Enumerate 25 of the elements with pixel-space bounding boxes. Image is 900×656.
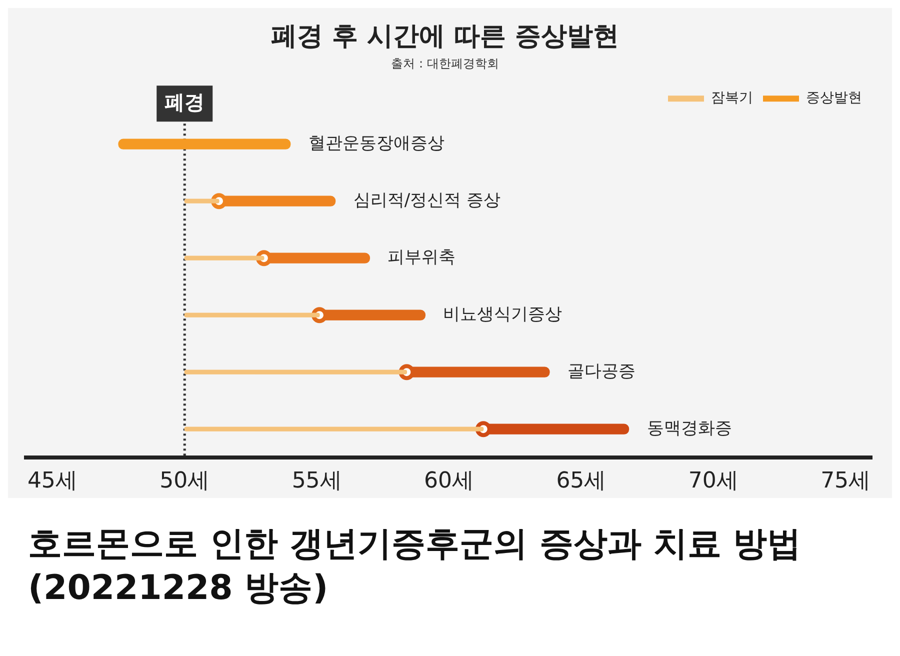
legend-label: 잠복기 xyxy=(711,90,753,106)
y-tick-label: 골다공증 xyxy=(567,362,636,382)
x-tick-label: 60세 xyxy=(424,468,474,494)
bar xyxy=(118,138,291,150)
bar xyxy=(184,426,484,432)
legend-label: 증상발현 xyxy=(806,90,862,106)
text: 호르몬으로 인한 갱년기증후군의 증상과 치료 방법 (20221228 방송) xyxy=(8,498,892,634)
y-tick-label: 심리적/정신적 증상 xyxy=(353,190,500,211)
bar xyxy=(184,198,220,204)
x-tick-label: 45세 xyxy=(27,468,78,494)
x-tick-label: 65세 xyxy=(556,468,606,494)
bar xyxy=(184,256,264,260)
x-tick-label: 70세 xyxy=(688,468,738,494)
chart-subtitle: 출처 : 대한폐경학회 xyxy=(391,56,499,71)
ref-line-label: 폐경 xyxy=(164,90,205,114)
y-tick-label: 피부위축 xyxy=(388,248,456,268)
y-tick-label: 비뇨생식기증상 xyxy=(443,304,562,325)
chart-title: 폐경 후 시간에 따른 증상발현 xyxy=(270,21,620,52)
y-tick-label: 동맥경화증 xyxy=(646,418,732,439)
x-tick-label: 55세 xyxy=(292,468,342,494)
bar xyxy=(184,312,320,318)
y-tick-label: 혈관운동장애증상 xyxy=(308,134,444,154)
x-tick-label: 75세 xyxy=(820,468,871,494)
x-tick-label: 50세 xyxy=(160,468,210,494)
bar xyxy=(184,370,408,374)
